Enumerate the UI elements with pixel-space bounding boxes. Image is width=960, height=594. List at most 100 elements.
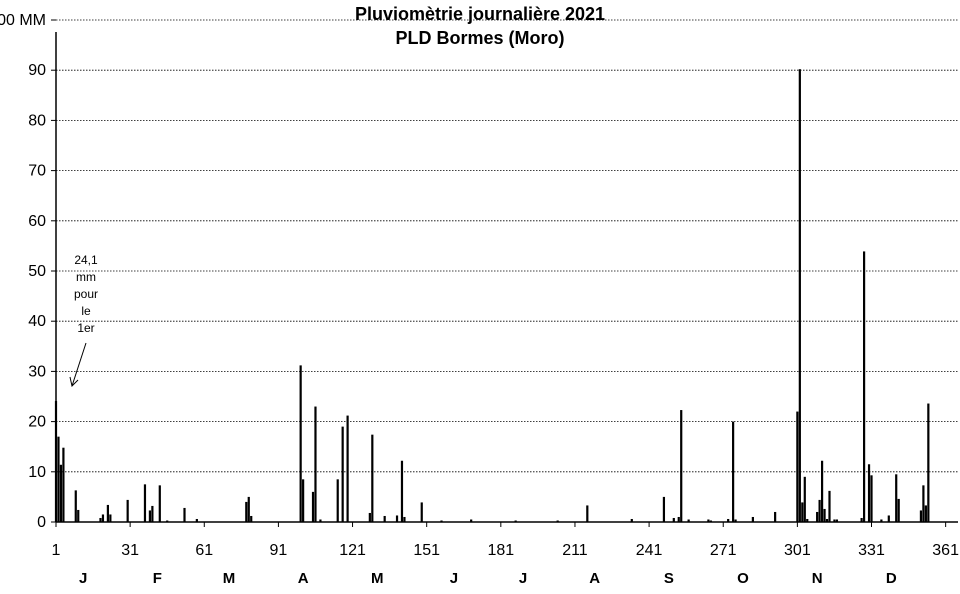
rain-bar — [250, 515, 253, 522]
month-label: J — [79, 570, 87, 587]
x-tick-label: 331 — [858, 542, 885, 559]
y-tick-label: 90 — [28, 62, 46, 79]
annotation-line: le — [81, 304, 91, 318]
rain-bar — [59, 464, 63, 522]
rain-bar — [99, 517, 102, 522]
rain-bar — [395, 515, 399, 522]
rain-bar — [734, 519, 737, 522]
rain-bar — [400, 460, 404, 522]
rain-bar — [924, 505, 927, 522]
rain-bar — [870, 475, 873, 522]
rain-bar — [556, 520, 559, 522]
rain-bar — [470, 519, 473, 522]
rain-bar — [835, 519, 839, 522]
rain-bar — [687, 519, 690, 522]
rain-bar — [143, 484, 147, 522]
rain-bar — [383, 515, 386, 522]
rain-bar — [796, 411, 799, 522]
rain-bar — [897, 498, 900, 522]
rain-bar — [247, 496, 250, 522]
rain-bar — [346, 415, 349, 522]
rain-bar — [922, 485, 925, 522]
rain-bar — [662, 496, 666, 522]
annotation-arrow — [69, 342, 87, 387]
y-tick-label: 30 — [28, 363, 46, 380]
month-label: O — [737, 570, 749, 587]
rain-bar — [514, 520, 517, 522]
rain-bar — [77, 509, 80, 522]
rain-bar — [403, 516, 406, 522]
x-tick-label: 271 — [710, 542, 737, 559]
rain-bar — [630, 518, 633, 522]
y-tick-label: 40 — [28, 313, 46, 330]
rain-bar — [302, 479, 305, 522]
rain-bar — [727, 518, 730, 522]
rain-bar — [126, 499, 129, 522]
rain-bar — [680, 410, 683, 522]
rain-bar — [245, 501, 248, 522]
rain-bar — [880, 519, 883, 522]
x-tick-label: 181 — [487, 542, 514, 559]
rain-bar — [314, 406, 317, 522]
rain-bar — [62, 447, 65, 522]
rain-bar — [887, 515, 890, 522]
month-label: S — [664, 570, 674, 587]
chart-title: Pluviomètrie journalière 2021 — [354, 4, 606, 24]
month-label: A — [589, 570, 600, 587]
rain-bar — [774, 511, 777, 522]
rain-bar — [166, 520, 169, 522]
rain-bar — [311, 491, 315, 522]
annotation-note: 24,1 mm pour le 1er — [62, 252, 110, 337]
rain-bar — [798, 69, 801, 523]
x-tick-label: 31 — [121, 542, 139, 559]
rain-bar — [867, 464, 871, 522]
bars — [54, 69, 930, 523]
rain-bar — [818, 499, 821, 522]
month-label: N — [812, 570, 823, 587]
x-tick-label: 301 — [784, 542, 811, 559]
x-tick-label: 151 — [413, 542, 440, 559]
rain-bar — [336, 479, 339, 522]
rain-bar — [341, 426, 344, 522]
rain-bar — [148, 510, 152, 522]
rain-bar — [862, 251, 866, 522]
month-label: D — [886, 570, 897, 587]
rain-bar — [183, 507, 186, 522]
rain-bar — [803, 476, 806, 522]
rain-bar — [707, 519, 710, 522]
rain-bar — [895, 474, 898, 522]
y-tick-label: 70 — [28, 163, 46, 180]
rain-bar — [672, 517, 675, 522]
y-tick-label: 100 MM — [0, 12, 46, 29]
rain-bar — [106, 504, 109, 522]
rain-bar — [368, 512, 371, 522]
rain-bar — [299, 365, 302, 522]
x-tick-labels: 1 31 61 91 121 151 181 211 241 271 301 331 361 — [52, 522, 959, 559]
rain-bar — [732, 421, 735, 522]
rain-bar — [677, 516, 680, 522]
y-tick-label: 0 — [37, 514, 46, 531]
x-tick-label: 241 — [636, 542, 663, 559]
y-tick-label: 80 — [28, 112, 46, 129]
rain-bar — [319, 519, 322, 522]
rain-bar — [801, 502, 804, 522]
annotation-line: mm — [76, 270, 96, 284]
annotation-line: 24,1 — [74, 253, 98, 267]
y-tick-label: 50 — [28, 263, 46, 280]
month-label: M — [371, 570, 384, 587]
rain-bar — [109, 514, 112, 522]
rain-bar — [586, 505, 589, 522]
rain-bar — [823, 508, 826, 522]
rain-bar — [751, 516, 754, 522]
rain-bar — [860, 517, 863, 522]
y-tick-labels: 0 10 20 30 40 50 60 70 80 90 100 MM — [0, 12, 56, 531]
month-label: J — [450, 570, 458, 587]
rain-bar — [151, 505, 154, 522]
rain-bar — [833, 519, 836, 522]
annotation-line: 1er — [77, 321, 95, 335]
rain-bar — [101, 514, 105, 522]
x-tick-label: 61 — [195, 542, 213, 559]
x-tick-label: 211 — [562, 542, 588, 559]
axes — [55, 32, 958, 523]
